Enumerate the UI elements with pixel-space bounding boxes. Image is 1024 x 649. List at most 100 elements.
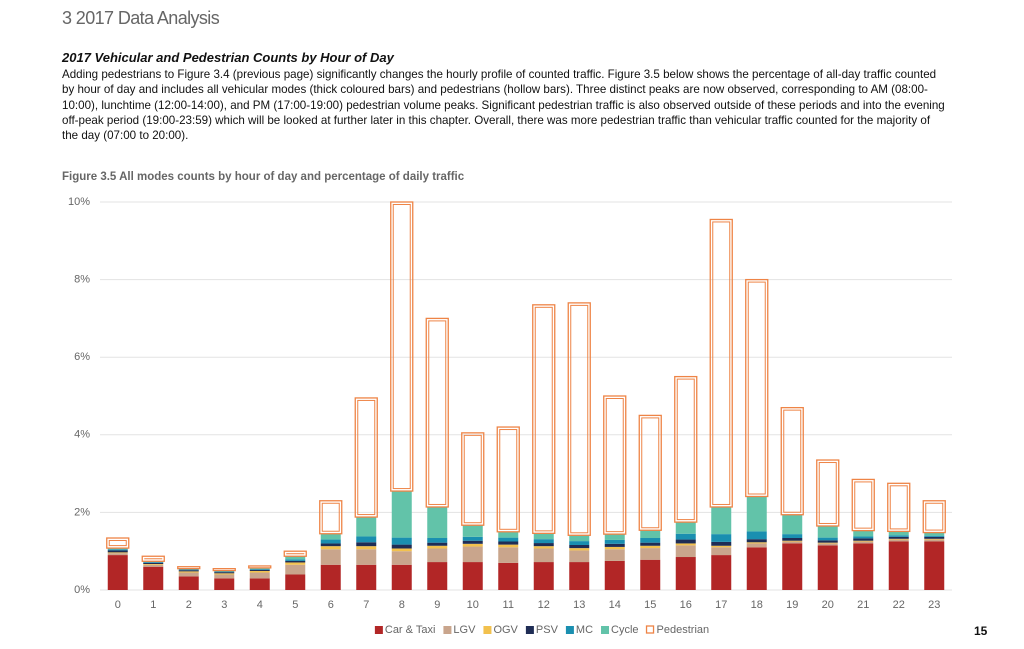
pedestrian-bar-inner (428, 320, 447, 505)
pedestrian-bar (354, 397, 378, 518)
legend-label: LGV (453, 624, 476, 636)
bar-segment (462, 525, 483, 537)
bar-segment (178, 576, 199, 590)
figure-caption: Figure 3.5 All modes counts by hour of d… (62, 171, 465, 183)
bar-segment (604, 534, 625, 540)
pedestrian-bar-inner (676, 378, 695, 521)
bar-segment (143, 564, 164, 565)
pedestrian-bar (851, 478, 875, 532)
bar-segment (853, 541, 874, 544)
pedestrian-bar (496, 426, 520, 533)
bar-segment (391, 491, 412, 538)
x-tick-label: 23 (928, 599, 940, 611)
bar-segment (782, 541, 803, 544)
bar-segment (462, 546, 483, 563)
bar-segment (569, 535, 590, 542)
pedestrian-bar-inner (818, 462, 837, 524)
bar-segment (356, 536, 377, 543)
bar-segment (143, 562, 164, 563)
bar-segment (746, 539, 767, 543)
x-tick-label: 15 (644, 599, 656, 611)
pedestrian-bar (425, 317, 449, 508)
bar-segment (320, 533, 341, 540)
bar-segment (285, 556, 306, 560)
legend-label: OGV (493, 624, 518, 636)
bar-segment (214, 571, 235, 573)
legend-swatch (645, 625, 655, 634)
pedestrian-bar (212, 568, 236, 572)
bar-segment (569, 544, 590, 549)
legend-label: PSV (536, 624, 559, 636)
bar-segment (107, 553, 128, 556)
x-tick-label: 20 (822, 599, 834, 611)
bar-segment (533, 533, 554, 540)
bar-segment (249, 578, 270, 590)
bar-segment (640, 530, 661, 539)
pedestrian-bar-inner (747, 281, 766, 495)
pedestrian-bar-inner (499, 429, 518, 530)
bar-segment (285, 574, 306, 590)
x-tick-label: 13 (573, 599, 585, 611)
bar-segment (391, 537, 412, 545)
bar-segment (178, 570, 199, 572)
bar-segment (569, 562, 590, 590)
bar-segment (924, 538, 945, 540)
bar-segment (569, 541, 590, 545)
bar-segment (498, 562, 519, 590)
bar-segment (888, 539, 909, 542)
pedestrian-bar-inner (854, 481, 873, 529)
x-tick-label: 1 (150, 599, 156, 611)
bar-segment (533, 539, 554, 544)
bar-segment (604, 546, 625, 550)
bar-segment (533, 562, 554, 590)
bar-segment (711, 534, 732, 542)
bar-segment (817, 542, 838, 544)
bar-segment (711, 541, 732, 546)
pedestrian-bar-inner (570, 304, 589, 534)
y-tick-label: 6% (74, 351, 90, 363)
bar-segment (356, 517, 377, 537)
bar-segment (391, 548, 412, 552)
bar-segment (604, 539, 625, 544)
bar-segment (178, 571, 199, 573)
pedestrian-bar-inner (712, 221, 731, 505)
legend-swatch (601, 626, 610, 634)
bar-segment (249, 572, 270, 579)
bar-segment (391, 551, 412, 565)
bar-segment (249, 570, 270, 573)
bar-segment (782, 534, 803, 539)
page-number: 15 (974, 624, 988, 638)
bar-segment (640, 559, 661, 590)
bar-segment (817, 543, 838, 546)
bar-segment (853, 536, 874, 539)
bar-segment (746, 531, 767, 540)
bar-segment (107, 552, 128, 554)
bar-segment (462, 543, 483, 547)
pedestrian-bar-inner (392, 204, 411, 490)
bar-segment (817, 540, 838, 543)
bar-segment (888, 538, 909, 540)
pedestrian-bar-inner (463, 434, 482, 524)
pedestrian-bar (567, 302, 591, 536)
bar-segment (853, 530, 874, 537)
y-tick-label: 8% (74, 274, 90, 286)
bar-segment (356, 549, 377, 565)
pedestrian-bar-inner (108, 540, 127, 547)
bar-segment (391, 544, 412, 549)
x-tick-label: 14 (609, 599, 621, 611)
x-tick-label: 6 (328, 599, 334, 611)
x-tick-label: 21 (857, 599, 869, 611)
x-tick-label: 2 (186, 599, 192, 611)
bar-segment (249, 569, 270, 571)
bar-segment (853, 538, 874, 541)
bar-segment (675, 522, 696, 534)
pedestrian-bar-inner (534, 306, 553, 532)
x-tick-label: 8 (399, 599, 405, 611)
bar-segment (249, 569, 270, 570)
pedestrian-bar (780, 406, 804, 516)
legend-swatch (443, 626, 452, 634)
bar-segment (640, 548, 661, 560)
pedestrian-bar (283, 550, 307, 557)
pedestrian-bar (319, 500, 343, 535)
